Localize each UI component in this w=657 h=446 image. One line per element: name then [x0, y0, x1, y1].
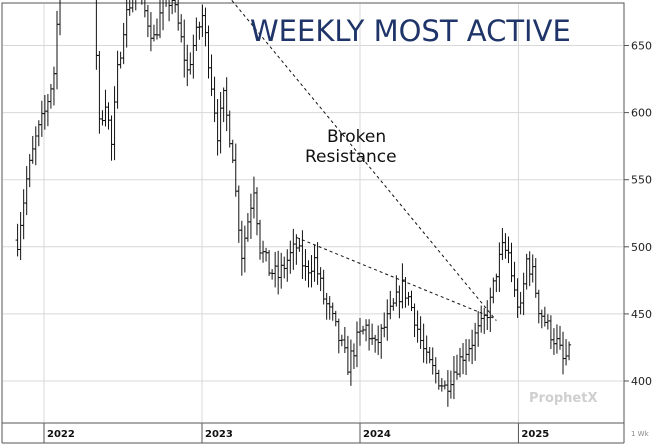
plot-frame	[1, 2, 625, 424]
y-tick-label: 550	[631, 174, 652, 187]
annotation-line-1: Broken	[327, 127, 386, 147]
timeframe-label: 1 Wk	[631, 430, 650, 438]
x-tick-label: 2023	[205, 429, 233, 440]
x-tick-label: 2025	[521, 429, 549, 440]
y-tick-label: 450	[631, 308, 652, 321]
annotation-line-2: Resistance	[305, 147, 397, 167]
y-tick-label: 500	[631, 241, 652, 254]
x-tick-label: 2024	[363, 429, 391, 440]
resistance-line	[230, 0, 497, 321]
x-tick-label: 2022	[47, 429, 75, 440]
chart-title: WEEKLY MOST ACTIVE	[250, 14, 571, 48]
y-tick-label: 600	[631, 107, 652, 120]
y-tick-label: 650	[631, 40, 652, 53]
y-tick-label: 400	[631, 375, 652, 388]
watermark-logo: ProphetX	[529, 391, 598, 406]
